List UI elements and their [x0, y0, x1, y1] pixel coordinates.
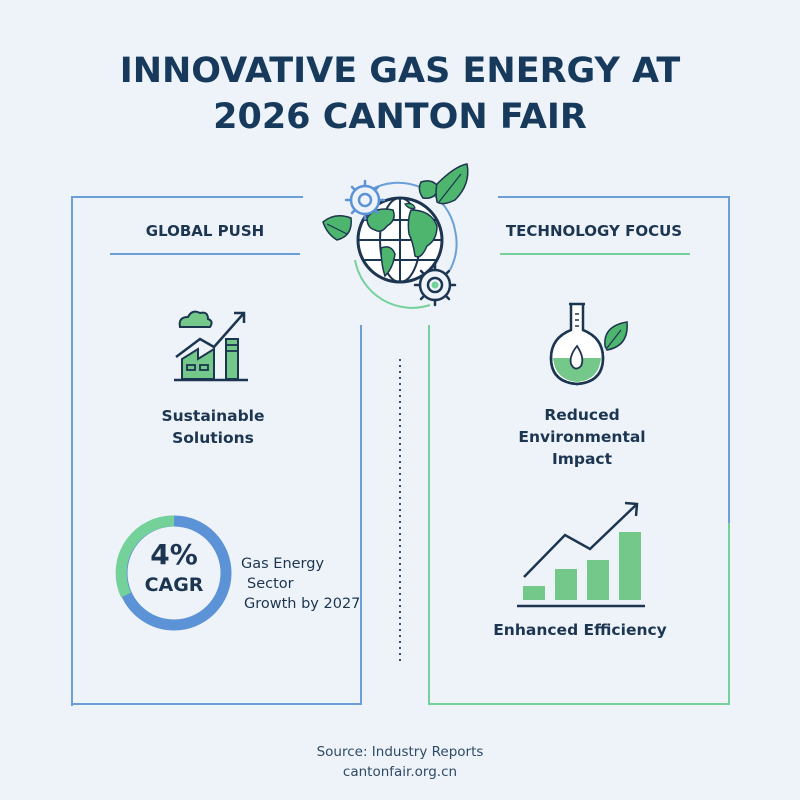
label-line: Environmental: [518, 428, 646, 446]
desc-line: Gas Energy: [241, 556, 325, 572]
page-title: INNOVATIVE GAS ENERGY AT 2026 CANTON FAI…: [0, 48, 800, 140]
bar-chart-growth-icon: [517, 501, 645, 608]
right-frame-bottom: [428, 703, 730, 705]
center-divider: [399, 357, 401, 661]
left-frame-left: [71, 196, 73, 706]
cagr-value: 4%: [150, 538, 198, 571]
left-frame-top: [71, 196, 303, 198]
title-line-1: INNOVATIVE GAS ENERGY AT: [119, 51, 681, 91]
section-heading-technology-focus: TECHNOLOGY FOCUS: [505, 222, 683, 240]
technology-focus-underline: [500, 253, 690, 255]
right-frame-left: [428, 325, 430, 705]
reduced-environmental-impact-label: Reduced Environmental Impact: [500, 404, 664, 470]
source-text: Source: Industry Reports: [316, 744, 484, 760]
desc-line: Growth by 2027: [244, 596, 361, 612]
label-line: Impact: [551, 450, 613, 468]
globe-gears-leaves-icon: [322, 163, 469, 309]
left-frame-right: [360, 325, 362, 705]
label-line: Solutions: [172, 429, 254, 447]
right-frame-top: [498, 196, 730, 198]
desc-line: Sector: [247, 576, 294, 592]
section-heading-global-push: GLOBAL PUSH: [145, 222, 265, 240]
source-url: cantonfair.org.cn: [342, 764, 458, 780]
enhanced-efficiency-label: Enhanced Efficiency: [493, 621, 667, 639]
cagr-description: Gas Energy Sector Growth by 2027: [241, 554, 360, 614]
left-frame-bottom: [71, 703, 362, 705]
cagr-unit: CAGR: [144, 574, 204, 596]
right-frame-right-lower: [728, 523, 730, 705]
cagr-donut-chart: [115, 515, 232, 631]
global-push-underline: [110, 253, 300, 255]
label-line: Sustainable: [161, 407, 265, 425]
title-line-2: 2026 CANTON FAIR: [213, 97, 587, 137]
right-frame-right-upper: [728, 196, 730, 524]
sustainable-solutions-label: Sustainable Solutions: [130, 405, 296, 449]
factory-growth-icon: [174, 310, 248, 382]
label-line: Reduced: [544, 406, 620, 424]
flask-leaf-icon: [549, 302, 628, 386]
